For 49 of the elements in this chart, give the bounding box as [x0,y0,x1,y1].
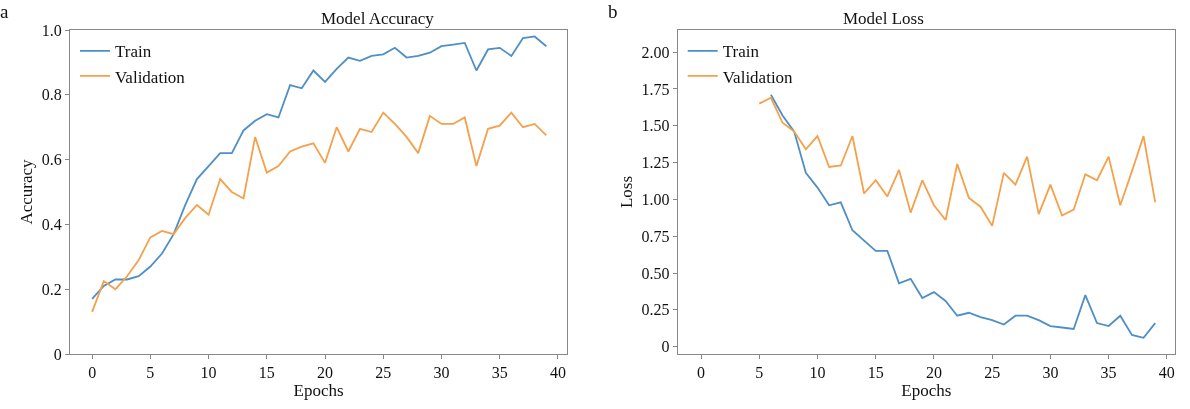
line-series [91,35,548,300]
x-tick-label: 10 [200,364,217,382]
y-tick-label: 0.2 [41,280,62,298]
x-tick-label: 15 [258,364,275,382]
chart-title: Model Loss [843,9,924,28]
y-tick-label: 0.8 [41,86,62,104]
legend-label: Train [114,42,152,62]
legend-label: Train [722,42,760,62]
x-tick-label: 5 [146,364,155,382]
y-axis-title: Accuracy [17,158,37,225]
y-tick-label: 0.25 [641,301,670,319]
text: a [0,1,9,22]
x-tick-label: 25 [984,364,1001,382]
x-tick-label: 20 [317,364,334,382]
legend-label: Validation [114,67,186,87]
y-tick-label: 1.50 [641,117,670,135]
x-tick-label: 10 [809,364,826,382]
x-tick-label: 5 [755,364,764,382]
x-axis-title: Epochs [901,381,952,401]
legend-label: Validation [722,67,794,87]
x-tick-label: 35 [1100,364,1117,382]
x-tick-label: 30 [1042,364,1059,382]
x-tick-label: 20 [925,364,942,382]
x-tick-label: 35 [491,364,508,382]
x-tick-label: 15 [867,364,884,382]
y-tick-label: 1.00 [641,190,670,208]
x-tick-label: 40 [549,364,566,382]
line-series [758,96,1157,227]
x-tick-label: 0 [88,364,97,382]
y-tick-label: 1.25 [641,154,670,172]
chart-title: Model Accuracy [321,9,435,28]
y-axis-title: Loss [617,175,637,209]
y-tick-label: 1.75 [641,80,670,98]
y-tick-label: 0.6 [41,151,62,169]
x-tick-label: 25 [375,364,392,382]
x-tick-label: 0 [697,364,706,382]
line-series [91,111,548,313]
text: b [608,1,618,22]
y-tick-label: 0.50 [641,264,670,282]
x-axis-title: Epochs [293,381,344,401]
y-tick-label: 0 [53,345,62,363]
y-tick-label: 2.00 [641,43,670,61]
y-tick-label: 0 [661,338,670,356]
x-tick-label: 40 [1158,364,1175,382]
y-tick-label: 1.0 [41,21,62,39]
y-tick-label: 0.75 [641,227,670,245]
x-tick-label: 30 [433,364,450,382]
line-series [770,93,1157,339]
y-tick-label: 0.4 [41,216,62,233]
